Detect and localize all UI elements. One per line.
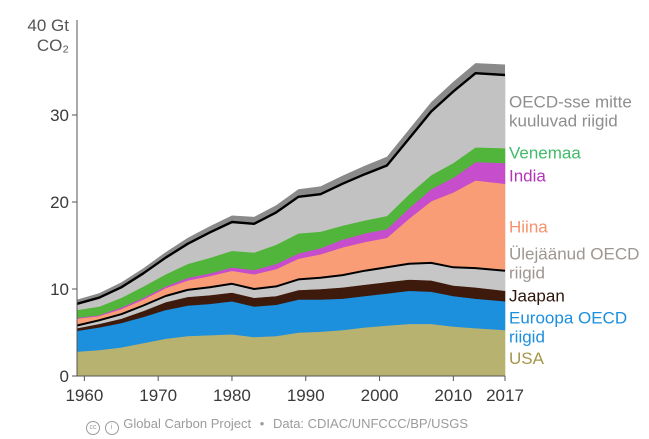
footer-source: Global Carbon Project <box>123 416 252 431</box>
boundary-lines <box>76 72 506 327</box>
oecd-boundary-line <box>76 261 506 327</box>
footer-separator: • <box>259 416 265 431</box>
x-tick-label: 2000 <box>361 386 399 405</box>
x-tick-label: 2010 <box>434 386 472 405</box>
series-label-5: India <box>509 166 546 185</box>
x-tick-label: 2017 <box>486 386 524 405</box>
x-tick-label: 1970 <box>139 386 177 405</box>
total-band <box>77 63 505 304</box>
y-tick-label: 0 <box>60 367 69 386</box>
attribution-icon: i <box>104 421 119 435</box>
x-tick-label: 1960 <box>65 386 103 405</box>
series-label-3: Ülejäänud OECD <box>509 244 639 263</box>
footer: cc i Global Carbon Project • Data: CDIAC… <box>86 416 468 435</box>
y-tick-label: 30 <box>50 106 69 125</box>
series-label-3: riigid <box>509 263 545 282</box>
y-tick-label: 20 <box>50 193 69 212</box>
series-label-6: Venemaa <box>509 143 581 162</box>
series-label-1: riigid <box>509 328 545 347</box>
y-tick-label: 10 <box>50 280 69 299</box>
x-tick-label: 1980 <box>213 386 251 405</box>
y-axis-label: 40 Gt <box>27 16 69 35</box>
cc-icon: cc <box>86 421 100 435</box>
series-label-7: kuuluvad riigid <box>509 112 618 131</box>
series-label-0: USA <box>509 349 545 368</box>
series-label-7: OECD-sse mitte <box>509 93 632 112</box>
series-label-1: Euroopa OECD <box>509 309 627 328</box>
total-emissions-line <box>76 72 506 305</box>
x-tick-label: 1990 <box>287 386 325 405</box>
footer-data: Data: CDIAC/UNFCCC/BP/USGS <box>272 416 469 431</box>
series-label-4: Hiina <box>509 218 548 237</box>
series-label-2: Jaapan <box>509 286 565 305</box>
y-axis-label: CO₂ <box>37 36 69 55</box>
stacked-areas <box>76 63 506 377</box>
